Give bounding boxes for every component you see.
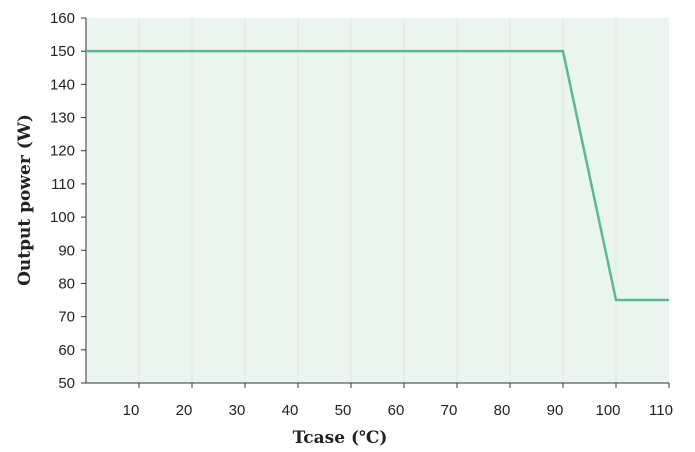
y-tick-label: 160	[50, 10, 75, 27]
x-axis-ticks: 10 20 30 40 50 60 70 80 90 100 110	[123, 383, 673, 419]
y-axis-ticks: 50 60 70 80 90 100 110 120 130 140 150 160	[50, 10, 86, 392]
y-tick-label: 120	[50, 143, 75, 160]
y-tick-label: 100	[50, 209, 75, 226]
x-tick-label: 30	[229, 402, 246, 419]
series-layer	[86, 49, 669, 302]
grid-lines	[138, 18, 617, 383]
series-line	[86, 49, 669, 302]
y-tick-label: 130	[50, 110, 75, 127]
y-axis-title: Output power (W)	[15, 114, 35, 286]
y-tick-label: 50	[58, 375, 75, 392]
x-tick-label: 10	[123, 402, 140, 419]
x-tick-label: 50	[335, 402, 352, 419]
x-axis-title: Tcase (℃)	[293, 428, 388, 448]
y-tick-label: 150	[50, 43, 75, 60]
x-tick-label: 70	[441, 402, 458, 419]
plot-area	[86, 18, 669, 383]
y-tick-label: 110	[51, 176, 75, 193]
x-tick-label: 60	[388, 402, 405, 419]
y-tick-label: 140	[50, 76, 75, 93]
x-tick-label: 80	[494, 402, 511, 419]
y-tick-label: 80	[58, 275, 75, 292]
x-tick-label: 20	[176, 402, 193, 419]
x-tick-label: 110	[649, 402, 673, 419]
y-tick-label: 90	[58, 242, 75, 259]
x-tick-label: 100	[595, 402, 620, 419]
y-tick-label: 60	[58, 342, 75, 359]
y-tick-label: 70	[58, 309, 75, 326]
x-tick-label: 40	[282, 402, 299, 419]
x-tick-label: 90	[547, 402, 564, 419]
axes	[85, 18, 669, 384]
